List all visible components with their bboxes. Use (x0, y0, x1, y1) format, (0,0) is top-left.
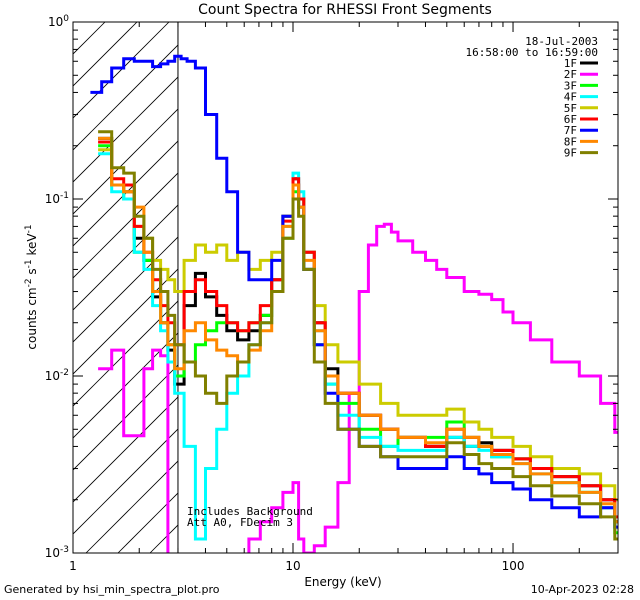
x-tick-label: 100 (502, 559, 525, 573)
x-axis-label: Energy (keV) (304, 575, 381, 589)
hatch-line (73, 204, 178, 311)
x-tick-labels: 1 10 100 (69, 559, 524, 573)
axis-ticks (72, 22, 619, 554)
y-axis-label: counts cm-2 s-1 keV-1 (24, 224, 39, 349)
hatch-line (73, 108, 178, 215)
x-tick-label: 1 (69, 559, 77, 573)
annotation-attenuator: Att A0, FDecim 3 (187, 516, 293, 529)
legend-label-4F: 4F (564, 91, 577, 104)
date-label: 18-Jul-2003 (525, 35, 598, 48)
hatch-line (73, 22, 138, 87)
generated-by-label: Generated by hsi_min_spectra_plot.pro (4, 583, 220, 596)
legend-label-7F: 7F (564, 124, 577, 137)
x-tick-label: 10 (285, 559, 300, 573)
chart-title: Count Spectra for RHESSI Front Segments (198, 2, 492, 18)
series-line-2F (98, 222, 618, 553)
hatch-line (73, 76, 178, 183)
legend-label-9F: 9F (564, 147, 577, 160)
hatch-line (85, 460, 178, 553)
hatch-line (73, 44, 178, 151)
legend-label-3F: 3F (564, 79, 577, 92)
plot-frame (72, 21, 619, 554)
hatch-line (73, 236, 178, 343)
hatch-line (73, 22, 170, 119)
series-line-8F (98, 136, 618, 524)
y-tick-label: 10-1 (45, 191, 69, 206)
y-tick-label: 100 (48, 14, 69, 29)
legend-label-8F: 8F (564, 135, 577, 148)
hatch-line (73, 396, 178, 503)
legend-label-1F: 1F (564, 57, 577, 70)
hatch-line (73, 172, 178, 279)
y-tick-label: 10-2 (45, 368, 69, 383)
legend-label-5F: 5F (564, 102, 577, 115)
series-line-4F (98, 152, 618, 541)
y-tick-labels: 100 10-1 10-2 10-3 (45, 14, 70, 560)
annotation-background: Includes Background (187, 505, 313, 518)
series-line-9F (98, 130, 618, 541)
y-tick-label: 10-3 (45, 545, 69, 560)
legend-label-2F: 2F (564, 68, 577, 81)
hatch-line (73, 364, 178, 471)
hatch-line (73, 428, 178, 535)
hatch-line (73, 300, 178, 407)
timestamp-label: 10-Apr-2023 02:28 (530, 583, 634, 596)
series-lines (90, 54, 618, 553)
hatch-line (73, 140, 178, 247)
legend-label-6F: 6F (564, 113, 577, 126)
hatch-line (73, 268, 178, 375)
time-range-label: 16:58:00 to 16:59:00 (466, 46, 598, 59)
